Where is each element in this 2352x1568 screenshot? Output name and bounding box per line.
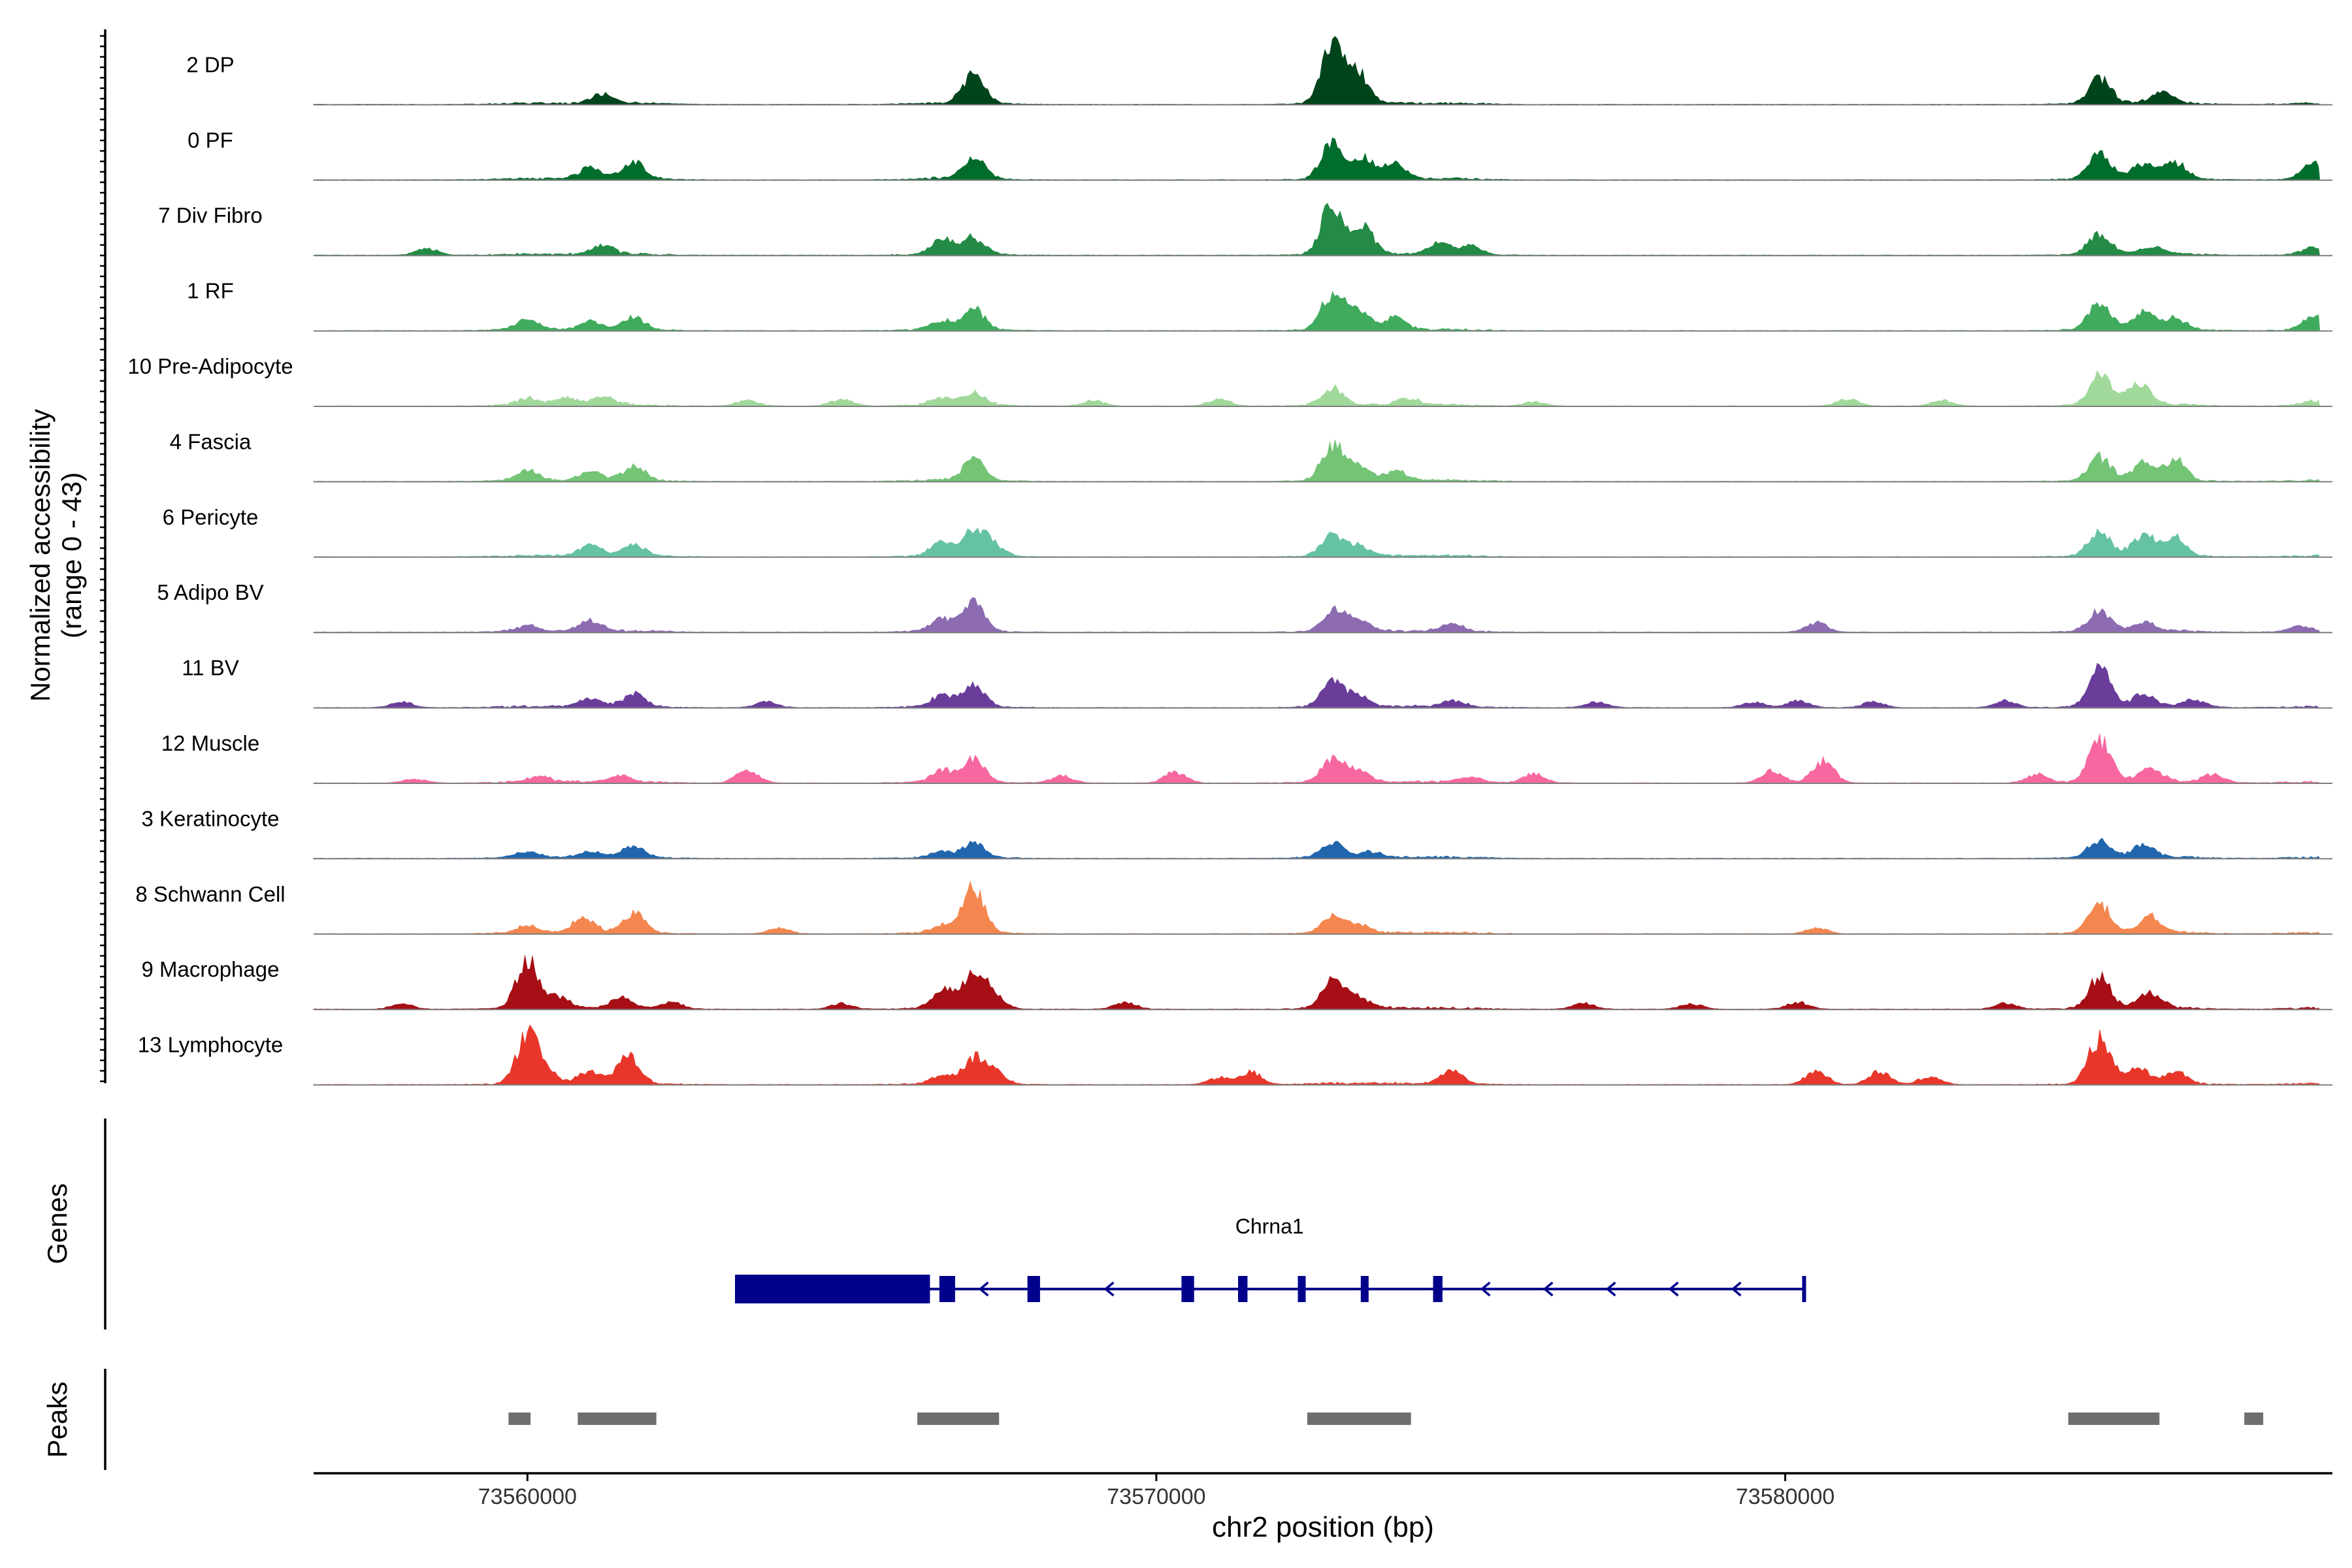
peaks-axis-title: Peaks — [42, 1382, 73, 1458]
coverage-area-12-muscle — [313, 733, 2321, 784]
track-label-12-muscle: 12 Muscle — [161, 731, 259, 755]
strand-arrow — [1103, 1281, 1115, 1297]
coverage-area-7-div-fibro — [313, 203, 2321, 256]
track-4-fascia — [313, 439, 2332, 483]
coverage-area-11-bv — [313, 662, 2320, 708]
peak-region — [508, 1413, 531, 1425]
gene-exon — [1433, 1276, 1443, 1302]
track-1-rf — [313, 291, 2332, 332]
strand-arrow — [1480, 1281, 1491, 1297]
y-axis-title-line1: Normalized accessibility — [25, 409, 56, 702]
track-label-7-div-fibro: 7 Div Fibro — [158, 203, 263, 227]
gene-exon — [1181, 1276, 1194, 1302]
track-13-lymphocyte — [313, 1024, 2332, 1086]
track-label-13-lymphocyte: 13 Lymphocyte — [138, 1033, 284, 1057]
x-tick-label: 73560000 — [478, 1484, 577, 1509]
track-label-6-pericyte: 6 Pericyte — [163, 505, 259, 529]
coverage-area-3-keratinocyte — [313, 838, 2321, 859]
strand-arrow — [1668, 1281, 1679, 1297]
track-10-pre-adipocyte — [313, 370, 2332, 407]
track-label-10-pre-adipocyte: 10 Pre-Adipocyte — [127, 354, 293, 378]
strand-arrow — [1605, 1281, 1616, 1297]
y-axis-title-line2: (range 0 - 43) — [56, 472, 87, 638]
track-12-muscle — [313, 733, 2332, 784]
gene-label-chrna1: Chrna1 — [1235, 1215, 1304, 1238]
y-axis-accessibility: Normalized accessibility (range 0 - 43) — [25, 29, 106, 1083]
coverage-area-13-lymphocyte — [313, 1024, 2321, 1085]
strand-arrow — [1731, 1281, 1742, 1297]
coverage-area-1-rf — [313, 291, 2321, 331]
peak-region — [917, 1413, 1000, 1425]
strand-arrow — [978, 1281, 989, 1297]
track-label-4-fascia: 4 Fascia — [170, 429, 252, 453]
x-axis-ticks: 73560000 73570000 73580000 — [478, 1473, 1835, 1509]
coverage-area-6-pericyte — [313, 527, 2321, 558]
x-axis: 73560000 73570000 73580000 chr2 position (… — [314, 1472, 2332, 1543]
track-2-dp — [313, 36, 2332, 106]
track-3-keratinocyte — [313, 838, 2332, 860]
gene-exon — [939, 1276, 955, 1302]
gene-model-chrna1 — [735, 1275, 1806, 1303]
coverage-area-4-fascia — [313, 439, 2321, 482]
track-label-2-dp: 2 DP — [186, 52, 234, 76]
peak-region — [578, 1413, 657, 1425]
track-label-0-pf: 0 PF — [188, 128, 233, 152]
x-axis-title: chr2 position (bp) — [1212, 1511, 1434, 1543]
track-7-div-fibro — [313, 203, 2332, 257]
track-label-8-schwann-cell: 8 Schwann Cell — [135, 882, 285, 906]
genes-panel: Genes Chrna1 — [42, 1119, 1806, 1330]
coverage-area-0-pf — [313, 137, 2321, 181]
track-labels: 2 DP 0 PF 7 Div Fibro 1 RF 10 Pre-Adipocyte 4… — [127, 52, 293, 1056]
y-axis-minor-ticks — [100, 35, 105, 1083]
coverage-tracks — [313, 36, 2332, 1086]
coverage-area-9-macrophage — [313, 955, 2321, 1010]
track-6-pericyte — [313, 527, 2332, 558]
strand-arrow — [1543, 1281, 1554, 1297]
track-label-9-macrophage: 9 Macrophage — [142, 957, 280, 981]
gene-exon — [1360, 1276, 1369, 1302]
peak-region — [1307, 1413, 1411, 1425]
genes-axis-title: Genes — [42, 1183, 73, 1264]
peak-region — [2244, 1413, 2264, 1425]
track-0-pf — [313, 137, 2332, 181]
coverage-area-5-adipo-bv — [313, 597, 2321, 633]
track-11-bv — [313, 662, 2332, 709]
x-tick-label: 73570000 — [1107, 1484, 1205, 1509]
gene-exon — [1298, 1276, 1306, 1302]
gene-exon — [735, 1275, 930, 1303]
track-label-11-bv: 11 BV — [182, 656, 238, 680]
gene-exon — [1238, 1276, 1248, 1302]
track-label-3-keratinocyte: 3 Keratinocyte — [142, 806, 280, 830]
track-5-adipo-bv — [313, 597, 2332, 634]
coverage-area-2-dp — [313, 36, 2321, 105]
x-tick-label: 73580000 — [1736, 1484, 1835, 1509]
track-label-1-rf: 1 RF — [187, 279, 234, 303]
track-label-5-adipo-bv: 5 Adipo BV — [157, 580, 263, 604]
track-9-macrophage — [313, 955, 2332, 1011]
track-8-schwann-cell — [313, 880, 2332, 935]
peaks-panel: Peaks — [42, 1369, 2264, 1470]
coverage-area-10-pre-adipocyte — [313, 370, 2321, 407]
gene-exon — [1027, 1276, 1040, 1302]
coverage-area-8-schwann-cell — [313, 880, 2321, 935]
peak-region — [2068, 1413, 2160, 1425]
peak-regions — [508, 1413, 2264, 1425]
